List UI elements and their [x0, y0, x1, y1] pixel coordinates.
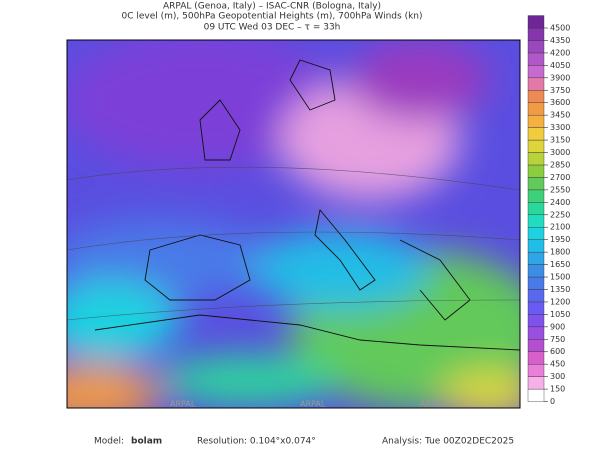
colorbar-label: 3450	[550, 111, 570, 120]
colorbar-swatch	[527, 363, 545, 377]
colorbar-swatch	[527, 139, 545, 153]
colorbar-label: 3300	[550, 123, 570, 132]
colorbar-label: 1650	[550, 260, 570, 269]
footer-analysis: Analysis: Tue 00Z02DEC2025	[382, 437, 514, 447]
colorbar-label: 2400	[550, 198, 570, 207]
colorbar-label: 450	[550, 360, 565, 369]
colorbar-swatch	[527, 127, 545, 141]
colorbar-label: 3750	[550, 86, 570, 95]
colorbar-label: 3900	[550, 73, 570, 82]
colorbar-label: 3150	[550, 136, 570, 145]
colorbar-label: 750	[550, 335, 565, 344]
colorbar-swatch	[527, 214, 545, 228]
title-line: 09 UTC Wed 03 DEC – τ = 33h	[204, 23, 341, 33]
colorbar-label: 2250	[550, 210, 570, 219]
colorbar-swatch	[527, 164, 545, 178]
colorbar-swatch	[527, 202, 545, 215]
colorbar-swatch	[527, 77, 545, 91]
colorbar-swatch	[527, 227, 545, 240]
colorbar-swatch	[527, 301, 545, 315]
colorbar-swatch	[527, 339, 545, 352]
colorbar-label: 2850	[550, 160, 570, 169]
colorbar-swatch	[527, 289, 545, 303]
colorbar-label: 900	[550, 322, 565, 331]
colorbar-swatch	[527, 314, 545, 328]
colorbar-swatch	[527, 114, 545, 128]
colorbar-label: 4500	[550, 24, 570, 33]
footer-label: Model:	[94, 437, 124, 447]
map-frame	[66, 39, 521, 409]
colorbar-swatch	[527, 52, 545, 66]
colorbar-label: 600	[550, 347, 565, 356]
colorbar-label: 150	[550, 385, 565, 394]
colorbar-swatch	[527, 351, 545, 365]
watermark: ARPAL	[420, 400, 446, 409]
watermark: ARPAL	[170, 400, 196, 409]
colorbar-swatch	[527, 15, 545, 29]
colorbar-swatch	[527, 189, 545, 203]
footer-resolution: Resolution: 0.104°x0.074°	[197, 437, 316, 447]
colorbar-swatch	[527, 27, 545, 41]
colorbar-label: 1050	[550, 310, 570, 319]
colorbar-label: 1800	[550, 248, 570, 257]
colorbar-label: 3600	[550, 98, 570, 107]
colorbar-swatch	[527, 152, 545, 166]
colorbar-swatch	[527, 326, 545, 340]
colorbar-label: 2700	[550, 173, 570, 182]
colorbar-label: 4050	[550, 61, 570, 70]
colorbar-swatch	[527, 388, 545, 402]
colorbar-swatch	[527, 177, 545, 191]
colorbar-swatch	[527, 65, 545, 79]
colorbar: 0 150 300 450 600 750 900 1050 1200 1350 1500 1650 1…	[527, 15, 570, 406]
colorbar-label: 4350	[550, 36, 570, 45]
title-line: 0C level (m), 500hPa Geopotential Height…	[121, 12, 422, 22]
colorbar-swatch	[527, 239, 545, 253]
map: ARPAL ARPAL ARPAL	[67, 40, 520, 409]
colorbar-label: 2550	[550, 185, 570, 194]
colorbar-swatch	[527, 376, 545, 390]
colorbar-label: 3000	[550, 148, 570, 157]
colorbar-label: 1500	[550, 273, 570, 282]
colorbar-swatch	[527, 90, 545, 103]
colorbar-swatch	[527, 102, 545, 116]
colorbar-swatch	[527, 251, 545, 265]
title-line: ARPAL (Genoa, Italy) – ISAC-CNR (Bologna…	[163, 2, 381, 12]
colorbar-swatch	[527, 276, 545, 290]
colorbar-label: 0	[550, 397, 555, 406]
colorbar-label: 2100	[550, 223, 570, 232]
colorbar-label: 300	[550, 372, 565, 381]
footer-model: bolam	[131, 437, 162, 447]
colorbar-label: 1950	[550, 235, 570, 244]
colorbar-label: 1350	[550, 285, 570, 294]
watermark: ARPAL	[300, 400, 326, 409]
colorbar-swatch	[527, 264, 545, 278]
colorbar-label: 4200	[550, 48, 570, 57]
colorbar-swatch	[527, 40, 545, 54]
colorbar-label: 1200	[550, 297, 570, 306]
